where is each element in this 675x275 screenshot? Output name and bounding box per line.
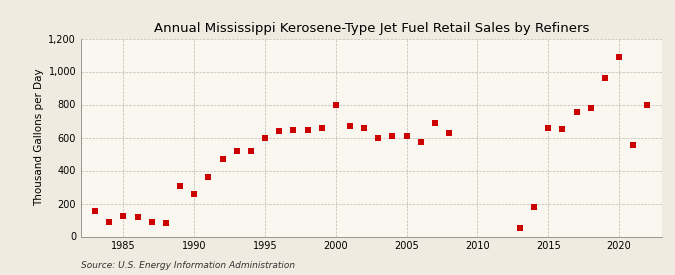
Point: [317, 125, 327, 130]
Point: [599, 76, 610, 80]
Point: [514, 226, 525, 230]
Point: [104, 219, 115, 224]
Text: Source: U.S. Energy Information Administration: Source: U.S. Energy Information Administ…: [81, 260, 295, 270]
Point: [203, 175, 214, 179]
Point: [189, 191, 200, 196]
Point: [443, 131, 454, 136]
Point: [146, 219, 157, 224]
Point: [132, 214, 143, 219]
Point: [345, 124, 356, 128]
Title: Annual Mississippi Kerosene-Type Jet Fuel Retail Sales by Refiners: Annual Mississippi Kerosene-Type Jet Fue…: [153, 21, 589, 35]
Point: [628, 143, 639, 147]
Point: [373, 135, 383, 140]
Point: [571, 110, 582, 114]
Point: [288, 128, 299, 132]
Point: [429, 121, 440, 126]
Point: [161, 221, 171, 226]
Point: [260, 135, 271, 140]
Point: [118, 214, 129, 218]
Point: [614, 55, 624, 60]
Point: [415, 139, 426, 144]
Point: [359, 125, 370, 130]
Point: [274, 129, 285, 133]
Point: [557, 127, 568, 131]
Point: [217, 157, 228, 161]
Point: [401, 134, 412, 138]
Point: [543, 125, 554, 130]
Y-axis label: Thousand Gallons per Day: Thousand Gallons per Day: [34, 69, 45, 206]
Point: [331, 102, 342, 107]
Point: [585, 106, 596, 110]
Point: [246, 148, 256, 153]
Point: [302, 128, 313, 132]
Point: [529, 205, 539, 209]
Point: [90, 209, 101, 213]
Point: [387, 134, 398, 138]
Point: [175, 184, 186, 188]
Point: [232, 148, 242, 153]
Point: [642, 103, 653, 108]
